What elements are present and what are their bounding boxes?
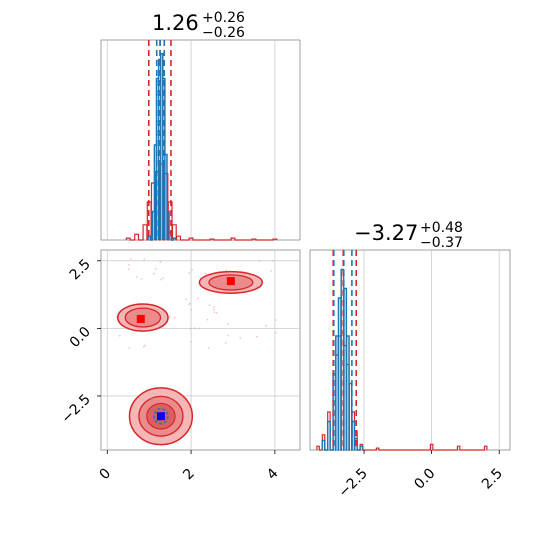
sample-point xyxy=(185,298,187,301)
faint-samples xyxy=(115,258,277,349)
sample-point xyxy=(168,316,171,319)
sample-point xyxy=(188,272,191,274)
sample-point xyxy=(272,259,274,262)
sample-point xyxy=(127,268,130,271)
panel2-x-ticks: 0 2 4 xyxy=(96,450,282,484)
mode-markers xyxy=(136,277,235,421)
sample-point xyxy=(208,304,211,307)
param2-quantile-lines xyxy=(332,250,358,450)
y-tick-label: 0.0 xyxy=(67,324,94,351)
x-tick-label: 2.5 xyxy=(479,466,506,493)
param1-quantile-lines xyxy=(147,40,172,240)
sample-point xyxy=(188,303,191,306)
sample-point xyxy=(140,278,143,280)
sample-point xyxy=(256,335,258,338)
param1-title-value: 1.26 xyxy=(152,11,199,35)
sample-point xyxy=(213,305,216,308)
panel3-grid xyxy=(363,250,500,450)
param1-title-minus: −0.26 xyxy=(202,25,245,41)
sample-point xyxy=(144,344,147,347)
sample-point xyxy=(207,346,210,349)
x-tick-label: 4 xyxy=(264,465,282,483)
joint-panel: 0 2 4 2.5 0.0 −2.5 xyxy=(58,249,301,484)
sample-point xyxy=(135,276,138,279)
sample-point xyxy=(160,278,162,281)
sample-point xyxy=(227,334,230,337)
blue-mode-marker xyxy=(156,412,165,421)
sample-point xyxy=(173,316,176,319)
sample-point xyxy=(215,312,218,314)
y-tick-label: −2.5 xyxy=(58,391,93,426)
y-tick-label: 2.5 xyxy=(67,256,94,283)
param2-title-value: −3.27 xyxy=(354,221,418,245)
sample-point xyxy=(225,269,228,271)
x-tick-label: 0.0 xyxy=(411,466,438,493)
panel3-x-ticks: −2.5 0.0 2.5 xyxy=(336,450,506,501)
blue-contour xyxy=(153,408,169,425)
sample-point xyxy=(239,336,242,339)
sample-point xyxy=(264,324,267,327)
param1-marginal-panel: 1.26 +0.26 −0.26 xyxy=(100,10,301,241)
sample-point xyxy=(193,327,196,330)
sample-point xyxy=(189,327,192,330)
sample-point xyxy=(153,272,156,275)
sample-point xyxy=(143,258,146,261)
sample-point xyxy=(128,263,130,266)
sample-point xyxy=(198,327,201,330)
sample-point xyxy=(224,342,227,344)
param1-title-plus: +0.26 xyxy=(202,10,245,26)
sample-point xyxy=(143,345,145,348)
red-mode-marker xyxy=(136,314,145,323)
sample-point xyxy=(159,261,162,264)
sample-point xyxy=(274,319,277,322)
sample-point xyxy=(196,297,199,300)
sample-point xyxy=(191,268,194,271)
x-tick-label: −2.5 xyxy=(336,466,371,501)
x-tick-label: 2 xyxy=(180,466,198,484)
param1-red-histogram xyxy=(125,163,278,241)
param2-title-plus: +0.48 xyxy=(420,220,463,236)
sample-point xyxy=(154,267,157,270)
panel1-frame xyxy=(100,39,301,241)
param1-title: 1.26 +0.26 −0.26 xyxy=(152,10,245,41)
sample-point xyxy=(190,308,193,311)
sample-point xyxy=(270,270,272,272)
panel2-y-ticks: 2.5 0.0 −2.5 xyxy=(58,256,101,427)
sample-point xyxy=(190,340,193,343)
param2-blue-histogram xyxy=(321,268,364,451)
sample-point xyxy=(227,323,230,326)
param2-title-minus: −0.37 xyxy=(420,235,463,251)
sample-point xyxy=(128,347,131,349)
param2-marginal-panel: −2.5 0.0 2.5 −3.27 +0.48 −0.37 xyxy=(309,220,511,501)
param1-blue-histogram xyxy=(147,53,177,241)
panel3-frame xyxy=(309,249,511,451)
sample-point xyxy=(212,308,215,311)
sample-point xyxy=(274,331,277,334)
red-mode-marker xyxy=(226,277,235,286)
sample-point xyxy=(206,318,209,321)
panel1-grid xyxy=(106,40,276,240)
x-tick-label: 0 xyxy=(96,466,114,484)
sample-point xyxy=(129,258,132,260)
sample-point xyxy=(118,334,121,337)
sample-point xyxy=(162,277,165,280)
sample-point xyxy=(213,311,216,314)
sample-point xyxy=(258,260,261,262)
sample-point xyxy=(204,272,207,275)
param2-title: −3.27 +0.48 −0.37 xyxy=(354,220,463,251)
